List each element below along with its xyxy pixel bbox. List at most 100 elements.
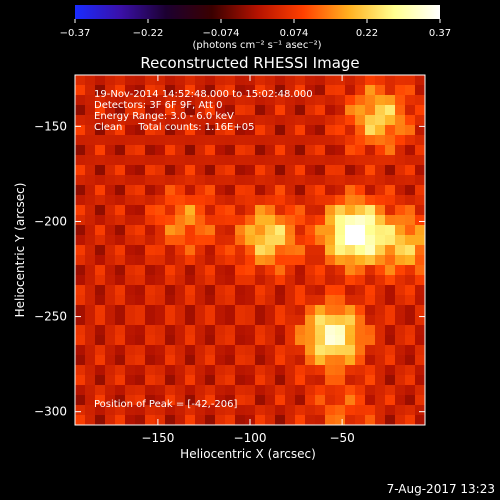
heatmap-cell [315, 75, 326, 86]
heatmap-cell [75, 305, 86, 316]
heatmap-cell [115, 215, 126, 226]
heatmap-cell [75, 75, 86, 86]
heatmap-cell [235, 315, 246, 326]
heatmap-cell [145, 85, 156, 96]
heatmap-cell [185, 215, 196, 226]
heatmap-cell [275, 145, 286, 156]
heatmap-cell [415, 205, 425, 216]
heatmap-cell [415, 285, 425, 296]
heatmap-cell [395, 105, 406, 116]
heatmap-cell [235, 75, 246, 86]
heatmap-cell [95, 145, 106, 156]
heatmap-cell [355, 345, 366, 356]
heatmap-image [75, 75, 425, 425]
heatmap-cell [145, 125, 156, 136]
heatmap-cell [215, 85, 226, 96]
heatmap-cell [245, 385, 256, 396]
heatmap-cell [175, 255, 186, 266]
heatmap-cell [385, 95, 396, 106]
heatmap-cell [245, 305, 256, 316]
heatmap-cell [215, 235, 226, 246]
heatmap-cell [235, 225, 246, 236]
heatmap-cell [225, 125, 236, 136]
heatmap-cell [125, 95, 136, 106]
heatmap-cell [265, 245, 276, 256]
heatmap-cell [335, 185, 346, 196]
heatmap-cell [75, 85, 86, 96]
heatmap-cell [375, 405, 386, 416]
heatmap-cell [75, 145, 86, 156]
heatmap-cell [275, 135, 286, 146]
heatmap-cell [255, 265, 266, 276]
heatmap-cell [145, 155, 156, 166]
heatmap-cell [345, 165, 356, 176]
heatmap-cell [315, 275, 326, 286]
heatmap-cell [255, 345, 266, 356]
heatmap-cell [215, 135, 226, 146]
heatmap-cell [165, 355, 176, 366]
heatmap-cell [375, 245, 386, 256]
heatmap-cell [115, 345, 126, 356]
heatmap-cell [105, 325, 116, 336]
heatmap-cell [195, 295, 206, 306]
heatmap-cell [225, 295, 236, 306]
heatmap-cell [315, 255, 326, 266]
heatmap-cell [135, 145, 146, 156]
heatmap-cell [185, 105, 196, 116]
heatmap-cell [255, 305, 266, 316]
heatmap-cell [135, 75, 146, 86]
heatmap-cell [115, 165, 126, 176]
heatmap-cell [155, 185, 166, 196]
heatmap-cell [235, 415, 246, 425]
heatmap-cell [405, 235, 416, 246]
heatmap-cell [175, 375, 186, 386]
heatmap-cell [335, 115, 346, 126]
heatmap-cell [375, 235, 386, 246]
heatmap-cell [235, 115, 246, 126]
heatmap-cell [355, 415, 366, 425]
heatmap-cell [165, 325, 176, 336]
heatmap-cell [355, 195, 366, 206]
heatmap-cell [105, 415, 116, 425]
heatmap-cell [225, 305, 236, 316]
heatmap-cell [255, 385, 266, 396]
heatmap-cell [245, 265, 256, 276]
heatmap-cell [235, 195, 246, 206]
heatmap-cell [155, 355, 166, 366]
heatmap-cell [155, 215, 166, 226]
heatmap-cell [285, 385, 296, 396]
heatmap-cell [405, 125, 416, 136]
heatmap-cell [385, 225, 396, 236]
heatmap-cell [305, 285, 316, 296]
heatmap-cell [405, 135, 416, 146]
heatmap-cell [155, 105, 166, 116]
heatmap-cell [335, 285, 346, 296]
heatmap-cell [225, 415, 236, 425]
heatmap-cell [215, 255, 226, 266]
heatmap-cell [145, 345, 156, 356]
heatmap-cell [85, 235, 96, 246]
heatmap-cell [285, 205, 296, 216]
heatmap-cell [195, 355, 206, 366]
heatmap-cell [195, 95, 206, 106]
heatmap-cell [95, 215, 106, 226]
heatmap-cell [175, 395, 186, 406]
heatmap-cell [395, 265, 406, 276]
heatmap-cell [255, 145, 266, 156]
heatmap-cell [135, 265, 146, 276]
heatmap-cell [385, 105, 396, 116]
heatmap-cell [165, 195, 176, 206]
heatmap-cell [385, 275, 396, 286]
heatmap-cell [355, 385, 366, 396]
heatmap-cell [295, 145, 306, 156]
heatmap-cell [295, 405, 306, 416]
heatmap-cell [195, 385, 206, 396]
heatmap-cell [245, 275, 256, 286]
heatmap-cell [395, 325, 406, 336]
heatmap-cell [105, 375, 116, 386]
heatmap-cell [195, 215, 206, 226]
heatmap-cell [325, 335, 336, 346]
heatmap-cell [295, 165, 306, 176]
heatmap-cell [225, 245, 236, 256]
heatmap-cell [225, 355, 236, 366]
